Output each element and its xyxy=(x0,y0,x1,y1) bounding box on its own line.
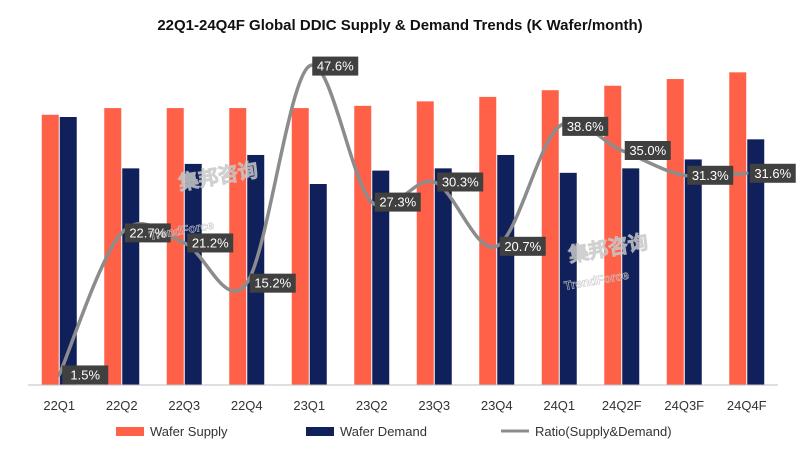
ratio-label-23q2: 27.3% xyxy=(374,192,421,212)
bar-wafer-supply-22q1 xyxy=(41,114,59,386)
ratio-label-22q3: 21.2% xyxy=(187,233,234,253)
ratio-label-24q2f: 35.0% xyxy=(624,141,671,160)
bar-wafer-supply-22q4 xyxy=(229,108,247,386)
x-tick-label: 22Q1 xyxy=(43,398,75,413)
ratio-label-box xyxy=(249,273,296,293)
x-tick-label: 24Q1 xyxy=(543,398,575,413)
x-tick-label: 24Q2F xyxy=(602,398,642,413)
legend-label: Wafer Demand xyxy=(340,424,427,439)
ratio-label-22q1: 1.5% xyxy=(62,365,109,385)
ratio-label-box xyxy=(312,56,359,76)
bar-wafer-demand-23q2 xyxy=(372,170,390,385)
ratio-label-23q4: 20.7% xyxy=(499,236,546,256)
x-tick-label: 24Q4F xyxy=(727,398,767,413)
bar-wafer-demand-22q4 xyxy=(247,154,265,385)
ratio-label-box xyxy=(437,172,484,192)
ratio-label-box xyxy=(499,236,546,256)
legend-item-ratio-supply-demand: Ratio(Supply&Demand) xyxy=(501,424,672,439)
ratio-label-box xyxy=(749,163,796,183)
legend-label: Ratio(Supply&Demand) xyxy=(535,424,672,439)
ratio-label-box xyxy=(374,192,421,212)
ratio-label-text: 35.0% xyxy=(629,143,666,158)
ratio-label-text: 31.3% xyxy=(692,168,729,183)
bar-wafer-demand-24q1 xyxy=(559,172,577,385)
bar-wafer-supply-23q2 xyxy=(354,105,372,385)
bar-wafer-supply-24q4f xyxy=(729,72,747,385)
bar-wafer-demand-24q2f xyxy=(622,168,640,385)
x-tick-label: 22Q2 xyxy=(106,398,138,413)
ratio-label-23q3: 30.3% xyxy=(437,172,484,192)
bar-wafer-demand-22q1 xyxy=(59,117,77,385)
x-tick-label: 23Q3 xyxy=(418,398,450,413)
bar-wafer-supply-23q3 xyxy=(416,101,434,385)
ratio-label-text: 15.2% xyxy=(254,276,291,291)
x-tick-label: 22Q4 xyxy=(231,398,263,413)
bar-wafer-supply-24q3f xyxy=(666,79,684,386)
bar-wafer-demand-24q3f xyxy=(684,159,702,385)
ratio-label-text: 27.3% xyxy=(379,195,416,210)
ratio-label-22q4: 15.2% xyxy=(249,273,296,293)
legend-swatch xyxy=(116,427,144,436)
chart-title: 22Q1-24Q4F Global DDIC Supply & Demand T… xyxy=(157,17,642,34)
bar-wafer-demand-22q3 xyxy=(184,163,202,385)
x-tick-label: 23Q2 xyxy=(356,398,388,413)
legend-item-wafer-supply: Wafer Supply xyxy=(116,424,228,439)
ratio-label-box xyxy=(124,223,171,243)
ratio-label-24q1: 38.6% xyxy=(562,116,609,136)
ratio-label-24q4f: 31.6% xyxy=(749,163,796,183)
ratio-label-22q2: 22.7% xyxy=(124,223,171,243)
ratio-label-text: 20.7% xyxy=(504,239,541,254)
ratio-label-text: 21.2% xyxy=(192,235,229,250)
bar-wafer-supply-23q4 xyxy=(479,96,497,386)
ratio-label-text: 30.3% xyxy=(442,174,479,189)
ratio-label-23q1: 47.6% xyxy=(312,56,359,76)
ratio-label-text: 22.7% xyxy=(129,225,166,240)
ratio-label-box xyxy=(624,141,671,160)
ratio-label-text: 31.6% xyxy=(754,166,791,181)
ratio-label-text: 1.5% xyxy=(70,367,100,382)
ratio-label-24q3f: 31.3% xyxy=(687,165,734,185)
ratio-label-box xyxy=(687,165,734,185)
bar-wafer-supply-24q1 xyxy=(541,90,559,385)
x-tick-label: 24Q3F xyxy=(664,398,704,413)
bar-wafer-demand-23q4 xyxy=(497,154,515,385)
bar-wafer-demand-22q2 xyxy=(122,168,140,385)
legend-label: Wafer Supply xyxy=(150,424,228,439)
bar-wafer-supply-22q3 xyxy=(166,108,184,386)
bar-wafer-demand-23q3 xyxy=(434,168,452,385)
watermark-logo: 集邦咨询 xyxy=(176,157,260,195)
ratio-label-text: 38.6% xyxy=(567,119,604,134)
legend-swatch xyxy=(306,427,334,436)
bar-wafer-demand-23q1 xyxy=(309,184,327,385)
ratio-label-box xyxy=(187,233,234,253)
ratio-line xyxy=(57,63,749,377)
x-tick-label: 22Q3 xyxy=(168,398,200,413)
bar-wafer-supply-24q2f xyxy=(604,85,622,385)
ratio-label-text: 47.6% xyxy=(317,59,354,74)
ratio-label-box xyxy=(62,365,109,385)
x-tick-label: 23Q4 xyxy=(481,398,513,413)
ratio-label-box xyxy=(562,116,609,136)
legend-item-wafer-demand: Wafer Demand xyxy=(306,424,427,439)
bar-wafer-demand-24q4f xyxy=(747,139,765,385)
x-tick-label: 23Q1 xyxy=(293,398,325,413)
bar-wafer-supply-23q1 xyxy=(291,108,309,386)
